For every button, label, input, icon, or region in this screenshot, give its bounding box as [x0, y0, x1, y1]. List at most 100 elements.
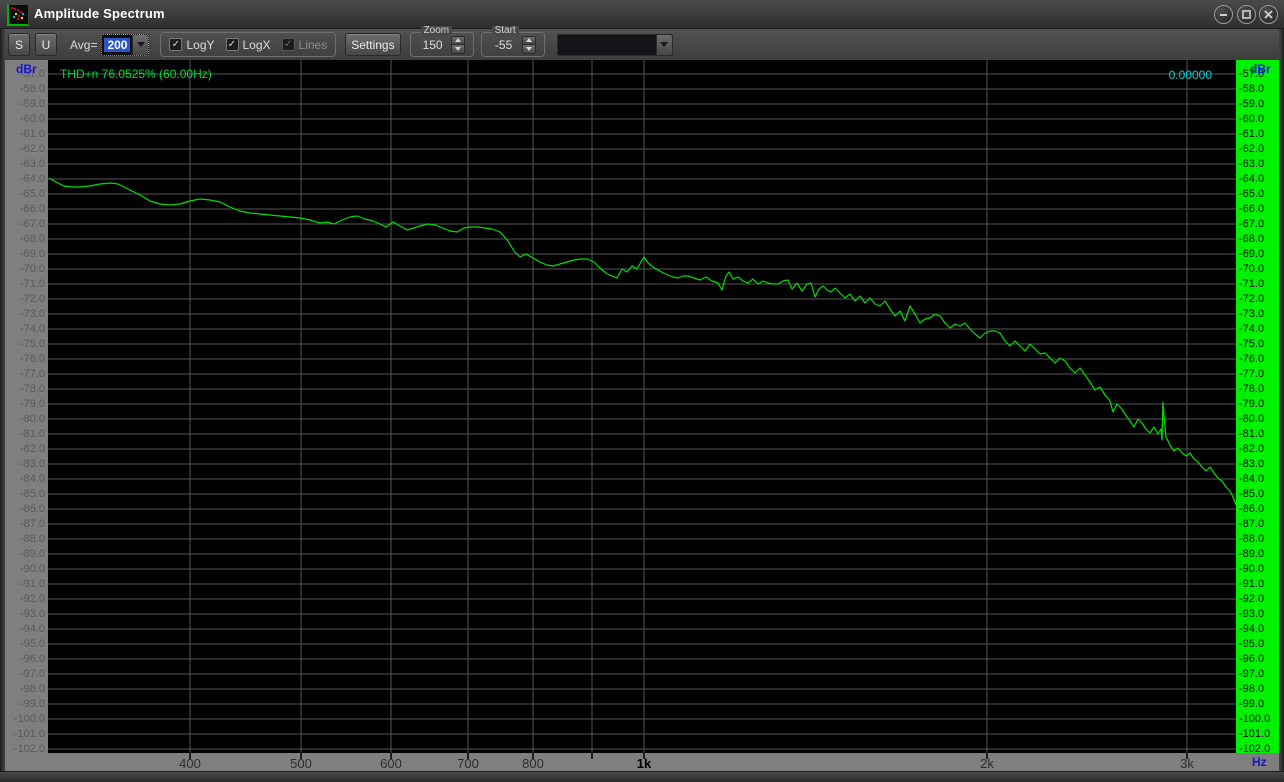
checkbox-logy[interactable]: ✓ LogY [169, 37, 215, 52]
maximize-icon [1242, 10, 1251, 19]
y-tick-label-right: -87.0 [1239, 518, 1265, 530]
settings-button[interactable]: Settings [345, 33, 401, 56]
y-tick-label-left: -95.0 [19, 638, 45, 650]
y-tick-label-right: -75.0 [1239, 338, 1265, 350]
y-axis-right: -57.0 -58.0 -59.0 -60.0 -61.0 -62.0 -63.0 -64.0… [1236, 60, 1279, 755]
y-tick-label-left: -96.0 [19, 653, 45, 665]
y-axis-left: -57.0 -58.0 -59.0 -60.0 -61.0 -62.0 -63.0 -64.0… [5, 60, 48, 755]
y-tick-label-left: -57.0 [19, 68, 45, 80]
start-value[interactable]: -55 [494, 37, 513, 52]
x-tick-mark [467, 752, 469, 759]
y-tick-label-right: -69.0 [1239, 248, 1265, 260]
y-tick-label-right: -89.0 [1239, 548, 1265, 560]
close-icon [1264, 10, 1273, 19]
y-tick-label-left: -101.0 [13, 728, 45, 740]
checkbox-label: LogX [242, 37, 271, 52]
start-spinner-down-button[interactable] [521, 45, 536, 54]
y-tick-label-right: -64.0 [1239, 173, 1265, 185]
y-tick-label-left: -67.0 [19, 218, 45, 230]
x-tick-label: 700 [457, 756, 479, 771]
y-tick-label-left: -77.0 [19, 368, 45, 380]
y-tick-label-left: -71.0 [19, 278, 45, 290]
y-tick-label-left: -80.0 [19, 413, 45, 425]
zoom-spinner-up-button[interactable] [450, 35, 465, 45]
y-tick-label-left: -79.0 [19, 398, 45, 410]
preset-dropdown-arrow[interactable] [655, 34, 672, 55]
avg-dropdown-arrow[interactable] [132, 34, 149, 55]
options-groupbox: ✓ LogY ✓ LogX ✓ Lines [160, 32, 337, 57]
avg-combobox[interactable]: 200 [101, 33, 150, 56]
y-tick-label-right: -84.0 [1239, 473, 1265, 485]
y-tick-label-right: -76.0 [1239, 353, 1265, 365]
y-tick-label-right: -73.0 [1239, 308, 1265, 320]
y-tick-label-right: -98.0 [1239, 683, 1265, 695]
cursor-readout: 0.00000 [1168, 68, 1212, 82]
y-tick-label-right: -71.0 [1239, 278, 1265, 290]
x-tick-mark [390, 752, 392, 759]
x-tick-label: 800 [522, 756, 544, 771]
y-tick-label-left: -97.0 [19, 668, 45, 680]
y-tick-label-right: -91.0 [1239, 578, 1265, 590]
u-button[interactable]: U [35, 33, 57, 56]
y-tick-label-left: -63.0 [19, 158, 45, 170]
y-tick-label-right: -77.0 [1239, 368, 1265, 380]
y-tick-label-left: -73.0 [19, 308, 45, 320]
y-tick-label-right: -102.0 [1239, 743, 1271, 755]
y-tick-label-left: -89.0 [19, 548, 45, 560]
zoom-value[interactable]: 150 [422, 37, 443, 52]
checkbox-icon[interactable]: ✓ [169, 38, 183, 51]
app-icon [7, 4, 29, 26]
y-tick-label-left: -62.0 [19, 143, 45, 155]
zoom-spinner-down-button[interactable] [450, 45, 465, 54]
hz-label: Hz [1252, 755, 1267, 769]
window-titlebar[interactable]: Amplitude Spectrum [0, 0, 1284, 29]
y-tick-label-right: -93.0 [1239, 608, 1265, 620]
start-groupbox: Start -55 [480, 26, 545, 57]
minimize-button[interactable] [1214, 5, 1233, 24]
y-tick-label-left: -69.0 [19, 248, 45, 260]
maximize-button[interactable] [1237, 5, 1256, 24]
x-tick-label: 2k [980, 756, 994, 771]
y-tick-label-right: -92.0 [1239, 593, 1265, 605]
y-tick-label-left: -74.0 [19, 323, 45, 335]
y-tick-label-right: -58.0 [1239, 83, 1265, 95]
y-tick-label-right: -79.0 [1239, 398, 1265, 410]
plot-area[interactable] [48, 60, 1237, 753]
y-tick-label-left: -82.0 [19, 443, 45, 455]
y-tick-label-left: -83.0 [19, 458, 45, 470]
start-spinner-up-button[interactable] [521, 35, 536, 45]
y-tick-label-left: -65.0 [19, 188, 45, 200]
y-tick-label-right: -60.0 [1239, 113, 1265, 125]
y-tick-label-left: -86.0 [19, 503, 45, 515]
checkbox-lines: ✓ Lines [281, 37, 328, 52]
x-tick-mark [189, 752, 191, 759]
y-tick-label-left: -92.0 [19, 593, 45, 605]
y-tick-label-right: -97.0 [1239, 668, 1265, 680]
checkbox-label: Lines [298, 37, 328, 52]
y-tick-label-left: -75.0 [19, 338, 45, 350]
y-tick-label-left: -87.0 [19, 518, 45, 530]
y-tick-label-right: -81.0 [1239, 428, 1265, 440]
x-tick-label: 500 [290, 756, 312, 771]
checkbox-label: LogY [186, 37, 215, 52]
s-button[interactable]: S [8, 33, 30, 56]
y-tick-label-right: -96.0 [1239, 653, 1265, 665]
x-tick-mark [300, 752, 302, 759]
dbr-label-left: dBr [16, 62, 37, 76]
x-tick-label: 1k [636, 756, 652, 771]
y-tick-label-left: -58.0 [19, 83, 45, 95]
zoom-group-label: Zoom [420, 26, 453, 36]
y-tick-label-left: -99.0 [19, 698, 45, 710]
avg-value[interactable]: 200 [104, 37, 131, 52]
y-tick-label-right: -95.0 [1239, 638, 1265, 650]
y-tick-label-right: -85.0 [1239, 488, 1265, 500]
close-button[interactable] [1259, 5, 1278, 24]
checkbox-logx[interactable]: ✓ LogX [225, 37, 271, 52]
preset-combobox[interactable] [556, 33, 673, 56]
checkbox-icon[interactable]: ✓ [225, 38, 239, 51]
y-tick-label-left: -72.0 [19, 293, 45, 305]
thd-readout: THD+n 76.0525% (60.00Hz) [60, 67, 212, 81]
y-tick-label-left: -85.0 [19, 488, 45, 500]
x-tick-mark [1186, 752, 1188, 759]
y-tick-label-right: -65.0 [1239, 188, 1265, 200]
